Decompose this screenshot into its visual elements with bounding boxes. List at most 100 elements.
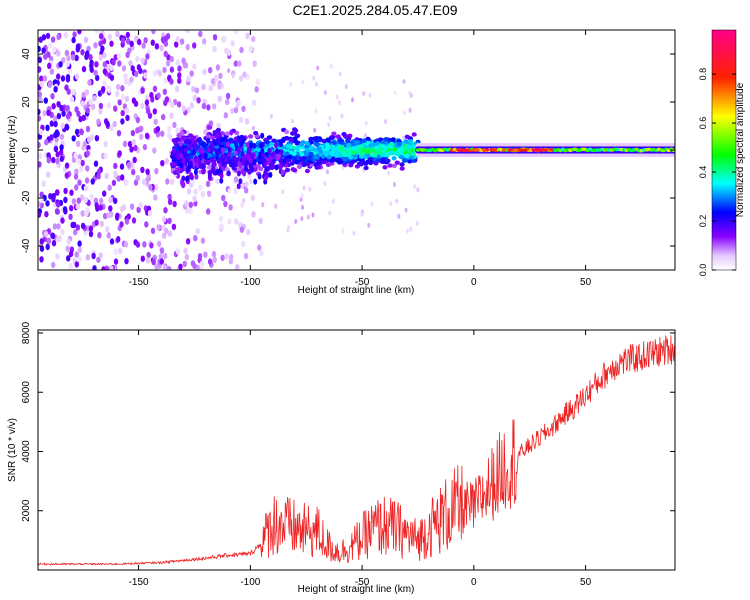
spectrogram-cell bbox=[226, 151, 231, 158]
spectrogram-cell bbox=[201, 168, 206, 175]
spectrogram-cell bbox=[210, 78, 216, 85]
spectrogram-cell bbox=[285, 144, 291, 149]
spectrogram-cell bbox=[154, 43, 160, 50]
spectrogram-cell bbox=[364, 120, 368, 126]
spectrogram-cell bbox=[84, 177, 90, 184]
spectrogram-cell bbox=[229, 253, 234, 261]
spectrogram-cell bbox=[396, 148, 402, 153]
spectrogram-cell bbox=[263, 169, 268, 176]
spectrogram-cell bbox=[390, 137, 396, 142]
spectrogram-cell bbox=[291, 118, 294, 124]
spectrogram-cell bbox=[56, 223, 61, 230]
spectrogram-cell bbox=[212, 45, 217, 53]
spectrogram-cell bbox=[406, 144, 412, 150]
spectrogram-cell bbox=[274, 164, 279, 171]
spectrogram-cell bbox=[133, 100, 139, 107]
spectrogram-cell bbox=[320, 154, 326, 159]
spectrogram-y-label: Frequency (Hz) bbox=[7, 116, 18, 185]
spectrogram-cell bbox=[77, 246, 83, 253]
snr-plot: -150 -100 -50 0 50 2000 4000 6000 8000 Height o… bbox=[7, 321, 676, 595]
spectrogram-cell bbox=[160, 160, 165, 167]
spectrogram-cell bbox=[80, 159, 85, 167]
spectrogram-cell bbox=[513, 148, 518, 152]
spectrogram-cell bbox=[200, 237, 206, 244]
spectrogram-cell bbox=[138, 202, 144, 209]
spectrogram-cell bbox=[150, 227, 156, 234]
spectrogram-cell bbox=[266, 135, 272, 140]
spectrogram-cell bbox=[298, 142, 305, 147]
spectrogram-cell bbox=[152, 70, 158, 77]
spectrogram-cell bbox=[341, 228, 345, 234]
spectrogram-cell bbox=[263, 152, 270, 157]
x-tick-label: -50 bbox=[355, 577, 370, 588]
spectrogram-cell bbox=[172, 121, 177, 129]
spectrogram-cell bbox=[252, 142, 257, 149]
spectrogram-cell bbox=[188, 133, 194, 138]
spectrogram-cell bbox=[66, 238, 71, 245]
spectrogram-cell bbox=[186, 75, 191, 83]
spectrogram-cell bbox=[231, 164, 236, 171]
spectrogram-cell bbox=[181, 57, 186, 64]
spectrogram-cell bbox=[179, 152, 184, 159]
spectrogram-cell bbox=[93, 69, 98, 77]
spectrogram-cell bbox=[224, 131, 230, 136]
spectrogram-cell bbox=[38, 91, 42, 98]
spectrogram-cell bbox=[69, 205, 74, 212]
spectrogram-cell bbox=[124, 78, 129, 85]
spectrogram-cell bbox=[65, 74, 71, 81]
spectrogram-cell bbox=[321, 139, 327, 144]
spectrogram-cell bbox=[145, 257, 151, 264]
spectrogram-cell bbox=[399, 166, 405, 171]
spectrogram-cell bbox=[130, 65, 135, 72]
spectrogram-cell bbox=[198, 184, 203, 191]
spectrogram-cell bbox=[240, 201, 245, 208]
spectrogram-cell bbox=[63, 196, 68, 204]
spectrogram-cell bbox=[45, 124, 50, 131]
spectrogram-cell bbox=[120, 93, 126, 101]
spectrogram-cell bbox=[58, 61, 63, 68]
spectrogram-cell bbox=[224, 253, 229, 260]
spectrogram-cell bbox=[402, 110, 406, 116]
spectrogram-cell bbox=[229, 152, 235, 157]
spectrogram-cell bbox=[69, 189, 74, 196]
spectrogram-cell bbox=[119, 221, 124, 228]
spectrogram-cell bbox=[90, 103, 96, 111]
spectrogram-cell bbox=[242, 154, 247, 161]
spectrogram-cell bbox=[55, 201, 61, 208]
spectrogram-cell bbox=[324, 150, 330, 155]
spectrogram-cell bbox=[227, 188, 231, 194]
spectrogram-cell bbox=[63, 187, 68, 195]
spectrogram-cell bbox=[284, 129, 290, 135]
spectrogram-cell bbox=[274, 142, 278, 149]
spectrogram-cell bbox=[404, 134, 410, 139]
spectrogram-cell bbox=[124, 218, 130, 225]
spectrogram-cell bbox=[56, 101, 61, 108]
x-tick-label: -100 bbox=[240, 577, 260, 588]
spectrogram-cell bbox=[43, 53, 48, 60]
spectrogram-cell bbox=[131, 168, 136, 176]
spectrogram-cell bbox=[185, 43, 190, 51]
spectrogram-cell bbox=[203, 128, 208, 136]
spectrogram-cell bbox=[120, 37, 126, 44]
spectrogram-cell bbox=[195, 264, 200, 270]
spectrogram-cell bbox=[135, 127, 140, 134]
spectrogram-cell bbox=[218, 215, 224, 223]
spectrogram-cell bbox=[101, 86, 106, 93]
spectrogram-cell bbox=[125, 51, 130, 58]
spectrogram-cell bbox=[182, 260, 187, 268]
spectrogram-cell bbox=[207, 125, 213, 130]
spectrogram-cell bbox=[122, 140, 128, 148]
spectrogram-cell bbox=[71, 198, 77, 205]
spectrogram-cell bbox=[84, 210, 89, 217]
spectrogram-cell bbox=[55, 253, 60, 260]
spectrogram-cell bbox=[200, 191, 205, 198]
spectrogram-cell bbox=[159, 44, 164, 52]
spectrogram-cell bbox=[129, 146, 134, 153]
spectrogram-cell bbox=[141, 178, 147, 186]
spectrogram-cell bbox=[66, 54, 71, 62]
spectrogram-cell bbox=[106, 102, 112, 109]
spectrogram-cell bbox=[169, 154, 176, 159]
snr-frame bbox=[37, 329, 676, 571]
spectrogram-cell bbox=[169, 55, 174, 63]
spectrogram-cell bbox=[178, 263, 183, 270]
